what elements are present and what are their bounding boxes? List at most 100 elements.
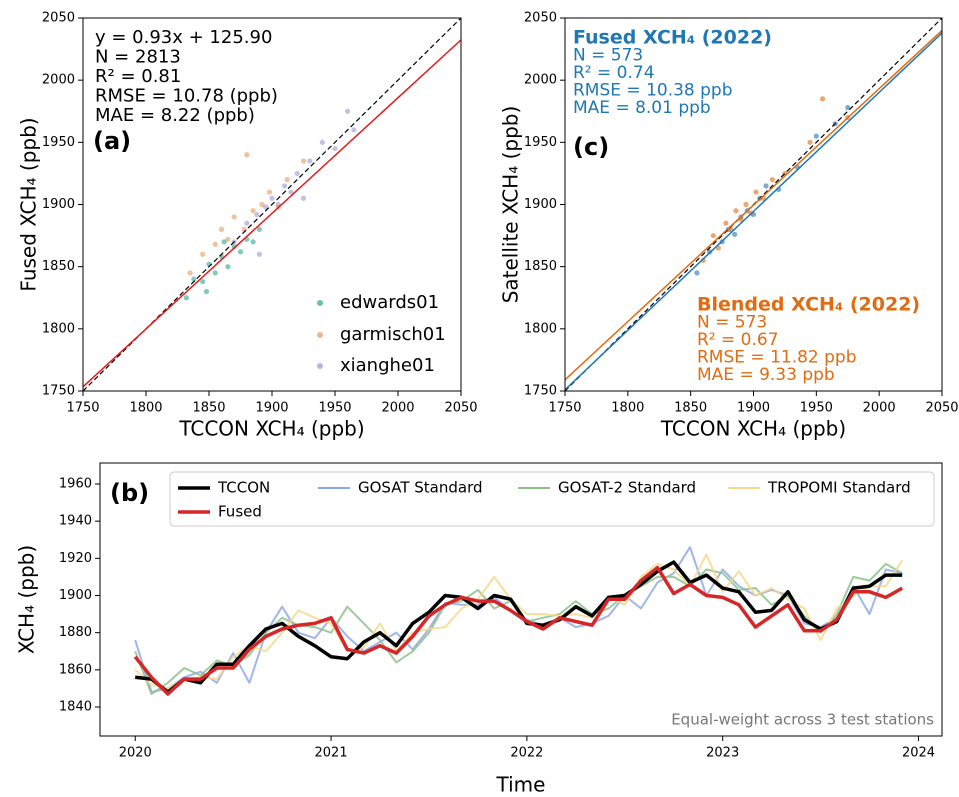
x-tick-label: 2021 (315, 746, 348, 761)
y-axis-label: Fused XCH₄ (ppb) (17, 117, 41, 291)
annotation-line: MAE = 9.33 ppb (697, 365, 835, 385)
legend-frame (169, 471, 935, 527)
point (845, 104, 851, 111)
y-tick-label: 1850 (524, 259, 557, 274)
point (769, 177, 775, 183)
x-tick-label: 2050 (444, 401, 477, 416)
point (254, 211, 260, 218)
legend-label: GOSAT Standard (358, 479, 483, 497)
point (200, 278, 206, 285)
y-tick-label: 1850 (42, 259, 75, 274)
point (244, 220, 250, 226)
legend-label: edwards01 (340, 292, 439, 313)
annotation-line: R² = 0.74 (573, 63, 655, 83)
point (723, 220, 729, 226)
point (250, 239, 256, 245)
legend-label: Fused (218, 503, 262, 521)
panel: 2020 2021 2022 2023 2024 1840 1860 1880 1900 1920… (15, 462, 943, 797)
point (288, 189, 294, 195)
point (807, 139, 813, 145)
x-tick-label: 1900 (255, 401, 288, 416)
point (345, 108, 351, 114)
annotation-line: R² = 0.67 (697, 330, 779, 350)
axes-frame (82, 17, 462, 392)
point (191, 276, 197, 282)
series-line (133, 565, 904, 696)
x-tick-label: 1750 (66, 401, 99, 416)
point (743, 201, 749, 208)
x-tick-label: 1750 (548, 401, 581, 416)
annotation-line: MAE = 8.01 ppb (573, 98, 711, 118)
x-tick-label: 2022 (510, 746, 543, 761)
y-tick-label: 2000 (42, 73, 75, 88)
point (266, 189, 273, 195)
point (282, 183, 288, 189)
annotation-line: R² = 0.81 (95, 66, 181, 87)
y-tick-label: 2000 (524, 73, 557, 88)
note: Equal-weight across 3 test stations (671, 711, 934, 729)
point (300, 195, 307, 201)
series-line (134, 546, 903, 694)
axes-frame (564, 17, 943, 392)
point (183, 295, 189, 301)
legend-label: TROPOMI Standard (767, 479, 911, 497)
point (187, 270, 193, 276)
y-axis-label: Satellite XCH₄ (ppb) (499, 106, 523, 304)
legend-marker (317, 363, 323, 369)
point (710, 232, 716, 239)
x-tick-label: 1850 (192, 401, 225, 416)
y-tick-label: 1750 (524, 384, 557, 399)
annotation-line: RMSE = 10.38 ppb (573, 81, 733, 101)
point (221, 239, 227, 245)
x-tick-label: 1850 (674, 401, 707, 416)
x-axis-label: TCCON XCH₄ (ppb) (660, 417, 846, 441)
legend-marker (317, 300, 323, 306)
y-tick-label: 1920 (59, 551, 92, 566)
point (244, 152, 250, 158)
series-line (134, 562, 903, 695)
x-axis-label: TCCON XCH₄ (ppb) (178, 417, 364, 441)
legend-label: garmisch01 (340, 324, 446, 345)
annotation-line: N = 2813 (95, 47, 181, 68)
plot-area (133, 546, 904, 696)
y-tick-label: 1900 (42, 197, 75, 212)
x-tick-label: 2000 (863, 401, 896, 416)
point (307, 158, 313, 164)
x-tick-label: 1900 (737, 401, 770, 416)
point (225, 236, 231, 242)
y-axis-label: XCH₄ (ppb) (15, 545, 39, 654)
series-line (135, 560, 903, 694)
x-tick-label: 2023 (706, 746, 739, 761)
x-tick-label: 2050 (925, 401, 958, 416)
point (200, 251, 206, 257)
point (219, 226, 225, 232)
point (250, 208, 256, 214)
point (256, 226, 262, 232)
y-tick-label: 1900 (59, 588, 92, 603)
point (351, 127, 357, 133)
point (269, 195, 275, 201)
point (732, 231, 738, 237)
annotation-title: Fused XCH₄ (2022) (573, 27, 772, 49)
x-tick-label: 1800 (129, 401, 162, 416)
legend-label: TCCON (217, 479, 270, 497)
point (694, 270, 700, 276)
x-tick-label: 1950 (800, 401, 833, 416)
point (231, 214, 237, 220)
y-tick-label: 1800 (42, 321, 75, 336)
point (284, 177, 290, 183)
y-tick-label: 1900 (524, 197, 557, 212)
fit-line (565, 29, 942, 381)
y-tick-label: 1840 (59, 700, 92, 715)
fit-line (565, 32, 942, 391)
y-tick-label: 1960 (59, 477, 92, 492)
point (813, 133, 819, 139)
point (212, 241, 218, 247)
panel-label: (a) (93, 127, 131, 155)
legend-label: GOSAT-2 Standard (558, 479, 696, 497)
x-tick-label: 1950 (318, 401, 351, 416)
x-tick-label: 2020 (119, 746, 152, 761)
x-axis-label: Time (496, 773, 546, 797)
point (706, 249, 713, 255)
